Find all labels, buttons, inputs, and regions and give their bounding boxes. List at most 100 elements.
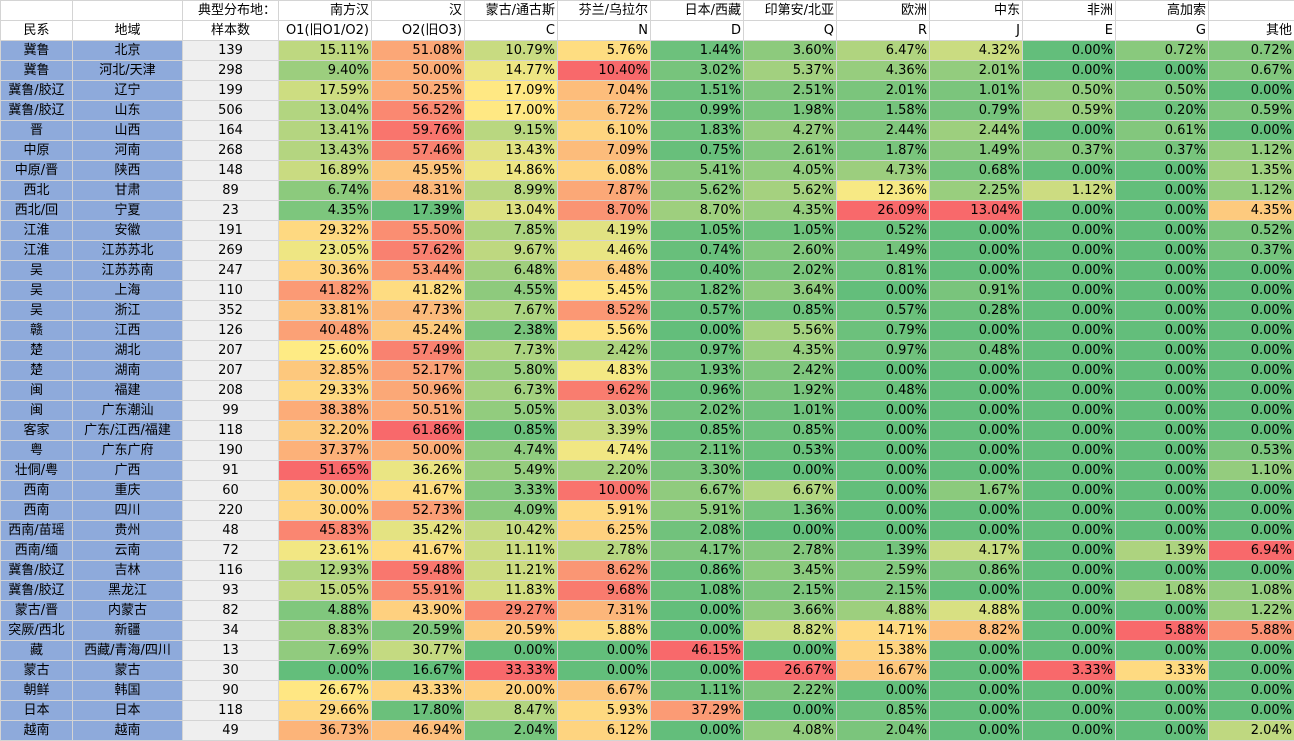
percent-cell[interactable]: 0.85%	[465, 421, 558, 441]
percent-cell[interactable]: 0.00%	[1023, 521, 1116, 541]
header-cell[interactable]: 芬兰/乌拉尔	[558, 1, 651, 21]
percent-cell[interactable]: 16.67%	[372, 661, 465, 681]
percent-cell[interactable]: 0.59%	[1209, 101, 1294, 121]
percent-cell[interactable]: 46.15%	[651, 641, 744, 661]
percent-cell[interactable]: 5.80%	[465, 361, 558, 381]
percent-cell[interactable]: 0.00%	[558, 661, 651, 681]
sample-count-cell[interactable]: 199	[183, 81, 279, 101]
percent-cell[interactable]: 0.00%	[1023, 581, 1116, 601]
percent-cell[interactable]: 0.85%	[651, 421, 744, 441]
percent-cell[interactable]: 0.00%	[1023, 421, 1116, 441]
percent-cell[interactable]: 0.00%	[930, 641, 1023, 661]
sample-count-cell[interactable]: 118	[183, 421, 279, 441]
percent-cell[interactable]: 2.61%	[744, 141, 837, 161]
percent-cell[interactable]: 0.00%	[1209, 481, 1294, 501]
percent-cell[interactable]: 13.43%	[279, 141, 372, 161]
sample-count-cell[interactable]: 30	[183, 661, 279, 681]
percent-cell[interactable]: 50.96%	[372, 381, 465, 401]
percent-cell[interactable]: 41.82%	[372, 281, 465, 301]
percent-cell[interactable]: 0.00%	[1209, 321, 1294, 341]
percent-cell[interactable]: 7.69%	[279, 641, 372, 661]
percent-cell[interactable]: 0.00%	[1023, 561, 1116, 581]
percent-cell[interactable]: 2.04%	[465, 721, 558, 741]
percent-cell[interactable]: 41.67%	[372, 481, 465, 501]
sample-count-cell[interactable]: 13	[183, 641, 279, 661]
header-cell[interactable]: 非洲	[1023, 1, 1116, 21]
percent-cell[interactable]: 0.00%	[1116, 381, 1209, 401]
percent-cell[interactable]: 0.00%	[1116, 681, 1209, 701]
percent-cell[interactable]: 1.12%	[1209, 141, 1294, 161]
percent-cell[interactable]: 0.00%	[1023, 221, 1116, 241]
percent-cell[interactable]: 2.04%	[1209, 721, 1294, 741]
percent-cell[interactable]: 0.00%	[1116, 521, 1209, 541]
percent-cell[interactable]: 0.50%	[1023, 81, 1116, 101]
percent-cell[interactable]: 7.73%	[465, 341, 558, 361]
percent-cell[interactable]: 0.00%	[837, 441, 930, 461]
percent-cell[interactable]: 4.08%	[744, 721, 837, 741]
percent-cell[interactable]: 0.00%	[1023, 381, 1116, 401]
percent-cell[interactable]: 30.77%	[372, 641, 465, 661]
percent-cell[interactable]: 6.74%	[279, 181, 372, 201]
percent-cell[interactable]: 10.79%	[465, 41, 558, 61]
percent-cell[interactable]: 0.00%	[930, 401, 1023, 421]
percent-cell[interactable]: 8.70%	[558, 201, 651, 221]
percent-cell[interactable]: 0.00%	[1116, 481, 1209, 501]
percent-cell[interactable]: 6.12%	[558, 721, 651, 741]
percent-cell[interactable]: 5.41%	[651, 161, 744, 181]
percent-cell[interactable]: 5.56%	[558, 321, 651, 341]
percent-cell[interactable]: 6.67%	[744, 481, 837, 501]
header-cell[interactable]: O1(旧O1/O2)	[279, 21, 372, 41]
percent-cell[interactable]: 0.00%	[1209, 401, 1294, 421]
percent-cell[interactable]: 0.52%	[1209, 221, 1294, 241]
minxi-cell[interactable]: 江淮	[1, 241, 73, 261]
header-cell[interactable]: E	[1023, 21, 1116, 41]
percent-cell[interactable]: 0.72%	[1209, 41, 1294, 61]
percent-cell[interactable]: 29.27%	[465, 601, 558, 621]
percent-cell[interactable]: 9.67%	[465, 241, 558, 261]
header-cell[interactable]: 样本数	[183, 21, 279, 41]
percent-cell[interactable]: 2.15%	[744, 581, 837, 601]
percent-cell[interactable]: 4.73%	[837, 161, 930, 181]
minxi-cell[interactable]: 西南/缅	[1, 541, 73, 561]
percent-cell[interactable]: 51.08%	[372, 41, 465, 61]
percent-cell[interactable]: 0.48%	[837, 381, 930, 401]
percent-cell[interactable]: 0.00%	[1023, 401, 1116, 421]
percent-cell[interactable]: 0.99%	[651, 101, 744, 121]
percent-cell[interactable]: 1.08%	[1116, 581, 1209, 601]
percent-cell[interactable]: 0.00%	[1023, 61, 1116, 81]
percent-cell[interactable]: 0.00%	[1209, 661, 1294, 681]
percent-cell[interactable]: 0.00%	[465, 641, 558, 661]
minxi-cell[interactable]: 中原	[1, 141, 73, 161]
header-cell[interactable]: 其他	[1209, 21, 1294, 41]
percent-cell[interactable]: 1.08%	[651, 581, 744, 601]
region-cell[interactable]: 湖北	[73, 341, 183, 361]
percent-cell[interactable]: 57.46%	[372, 141, 465, 161]
percent-cell[interactable]: 2.38%	[465, 321, 558, 341]
percent-cell[interactable]: 5.88%	[1116, 621, 1209, 641]
percent-cell[interactable]: 4.83%	[558, 361, 651, 381]
percent-cell[interactable]: 56.52%	[372, 101, 465, 121]
region-cell[interactable]: 山东	[73, 101, 183, 121]
percent-cell[interactable]: 6.10%	[558, 121, 651, 141]
percent-cell[interactable]: 16.67%	[837, 661, 930, 681]
percent-cell[interactable]: 0.00%	[1023, 161, 1116, 181]
percent-cell[interactable]: 7.85%	[465, 221, 558, 241]
region-cell[interactable]: 吉林	[73, 561, 183, 581]
percent-cell[interactable]: 4.35%	[279, 201, 372, 221]
percent-cell[interactable]: 0.00%	[1023, 681, 1116, 701]
minxi-cell[interactable]: 冀鲁/胶辽	[1, 81, 73, 101]
percent-cell[interactable]: 0.00%	[1023, 261, 1116, 281]
percent-cell[interactable]: 36.26%	[372, 461, 465, 481]
header-cell[interactable]: D	[651, 21, 744, 41]
percent-cell[interactable]: 0.00%	[1209, 521, 1294, 541]
percent-cell[interactable]: 0.00%	[930, 501, 1023, 521]
header-cell[interactable]: 中东	[930, 1, 1023, 21]
percent-cell[interactable]: 26.67%	[279, 681, 372, 701]
percent-cell[interactable]: 2.44%	[837, 121, 930, 141]
sample-count-cell[interactable]: 93	[183, 581, 279, 601]
percent-cell[interactable]: 0.00%	[1116, 301, 1209, 321]
percent-cell[interactable]: 2.42%	[558, 341, 651, 361]
percent-cell[interactable]: 13.04%	[930, 201, 1023, 221]
percent-cell[interactable]: 46.94%	[372, 721, 465, 741]
minxi-cell[interactable]: 闽	[1, 381, 73, 401]
